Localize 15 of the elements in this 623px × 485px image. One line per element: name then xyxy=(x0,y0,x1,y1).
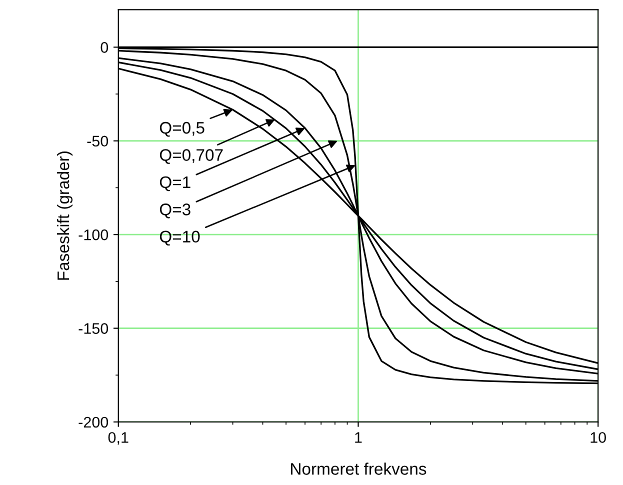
annotation: Q=0,707 xyxy=(160,149,223,164)
annotation: Q=0,5 xyxy=(160,122,204,137)
annotation: Q=3 xyxy=(160,204,190,218)
x-tick-label: 1 xyxy=(355,432,362,443)
y-tick-label: -50 xyxy=(87,136,108,147)
x-axis-title: Normeret frekvens xyxy=(291,462,426,475)
y-tick-label: -150 xyxy=(78,323,108,334)
annotation: Q=1 xyxy=(160,176,190,192)
annotation: Q=10 xyxy=(160,230,200,246)
x-tick-label: 10 xyxy=(590,432,606,443)
y-axis-title: Faseskift (grader) xyxy=(56,152,73,280)
y-tick-label: -100 xyxy=(78,229,108,240)
y-tick-label: -200 xyxy=(78,416,108,428)
x-tick-label: 0,1 xyxy=(108,432,128,445)
y-tick-label: 0 xyxy=(100,42,108,53)
